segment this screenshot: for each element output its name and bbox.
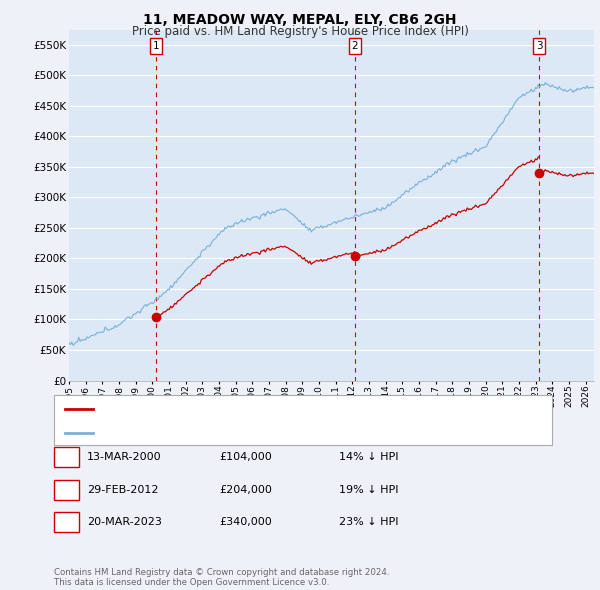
Text: 19% ↓ HPI: 19% ↓ HPI (339, 485, 398, 494)
Text: 29-FEB-2012: 29-FEB-2012 (87, 485, 158, 494)
Text: 14% ↓ HPI: 14% ↓ HPI (339, 453, 398, 462)
Text: 11, MEADOW WAY, MEPAL, ELY, CB6 2GH: 11, MEADOW WAY, MEPAL, ELY, CB6 2GH (143, 13, 457, 27)
Text: £204,000: £204,000 (219, 485, 272, 494)
Text: 11, MEADOW WAY, MEPAL, ELY, CB6 2GH (detached house): 11, MEADOW WAY, MEPAL, ELY, CB6 2GH (det… (98, 404, 405, 414)
Text: Contains HM Land Registry data © Crown copyright and database right 2024.
This d: Contains HM Land Registry data © Crown c… (54, 568, 389, 587)
Text: HPI: Average price, detached house, East Cambridgeshire: HPI: Average price, detached house, East… (98, 428, 400, 438)
Text: 1: 1 (63, 453, 70, 462)
Text: £104,000: £104,000 (219, 453, 272, 462)
Text: Price paid vs. HM Land Registry's House Price Index (HPI): Price paid vs. HM Land Registry's House … (131, 25, 469, 38)
Text: 2: 2 (63, 485, 70, 494)
Text: £340,000: £340,000 (219, 517, 272, 527)
Text: 2: 2 (352, 41, 358, 51)
Text: 23% ↓ HPI: 23% ↓ HPI (339, 517, 398, 527)
Text: 13-MAR-2000: 13-MAR-2000 (87, 453, 161, 462)
Text: 3: 3 (536, 41, 542, 51)
Text: 20-MAR-2023: 20-MAR-2023 (87, 517, 162, 527)
Text: 1: 1 (152, 41, 159, 51)
Text: 3: 3 (63, 517, 70, 527)
